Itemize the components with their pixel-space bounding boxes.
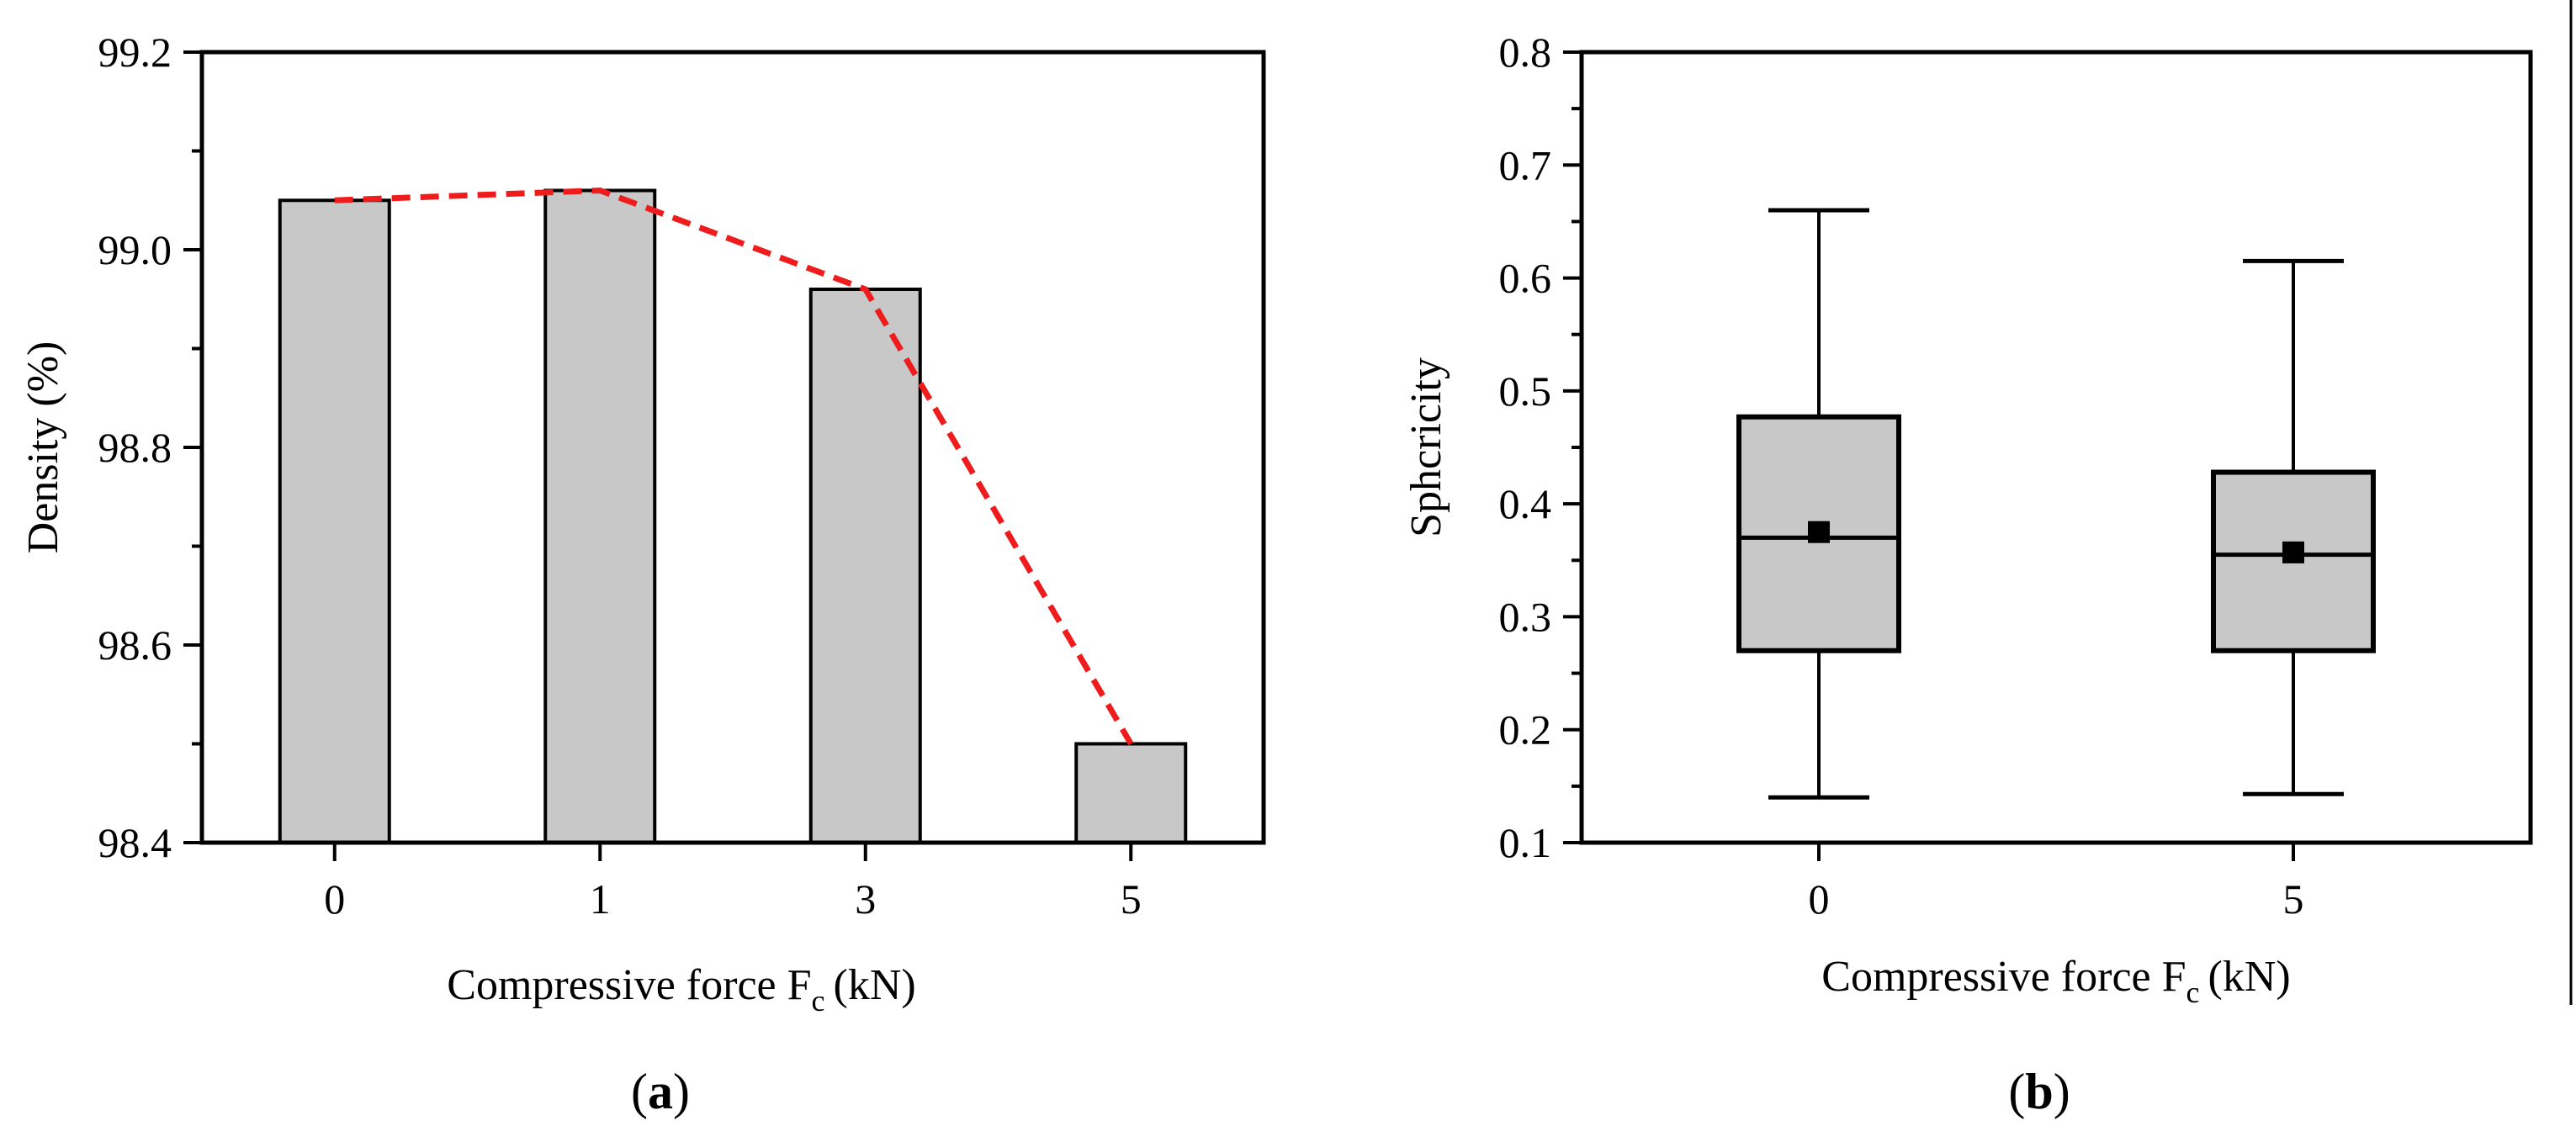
x-axis-label: Compressive force Fc (kN)	[1821, 953, 2290, 1009]
mean-marker	[2282, 541, 2304, 563]
y-tick-label: 0.2	[1499, 706, 1552, 753]
x-tick-label: 1	[590, 875, 611, 923]
y-tick-label: 0.6	[1499, 255, 1552, 302]
y-tick-label: 99.0	[98, 226, 172, 273]
y-tick-label: 98.6	[98, 621, 172, 669]
x-axis-label-unit: (kN)	[834, 961, 916, 1009]
y-axis-label: Density (%)	[19, 341, 67, 554]
x-axis-label-main: Compressive force F	[1821, 953, 2186, 1001]
panel-b-letter: b	[2025, 1064, 2053, 1119]
bar-1	[543, 188, 657, 844]
y-axis-ticks: 0.1 0.2 0.3 0.4 0.5 0.6 0.7 0.8	[1499, 29, 1582, 866]
y-tick-label: 98.8	[98, 424, 172, 471]
x-tick-label: 5	[2283, 875, 2304, 923]
bar-series	[278, 188, 1188, 844]
box-0	[1736, 208, 1901, 800]
y-tick-label: 0.5	[1499, 367, 1552, 415]
mean-marker	[1808, 521, 1830, 543]
panel-a-letter: a	[648, 1064, 673, 1119]
y-axis-ticks: 98.4 98.6 98.8 99.0 99.2	[98, 29, 202, 866]
x-axis-label: Compressive force Fc (kN)	[447, 961, 915, 1018]
x-tick-label: 5	[1121, 875, 1142, 923]
y-tick-label: 0.4	[1499, 480, 1552, 527]
panel-b-caption: (b)	[2008, 1064, 2070, 1119]
box-5	[2211, 258, 2376, 796]
bar-0	[278, 198, 391, 844]
density-trend-line	[334, 187, 1134, 746]
y-tick-label: 98.4	[98, 819, 172, 866]
plot-frame	[1579, 50, 2533, 845]
box-series	[1736, 208, 2376, 800]
y-axis-label: Sphcricity	[1402, 357, 1450, 537]
x-axis-label-subscript: c	[2186, 975, 2200, 1009]
x-axis-ticks: 0 1 3 5	[324, 843, 1142, 923]
density-bar-chart: 98.4 98.6 98.8 99.0 99.2 0 1 3 5 Density (%) Co…	[19, 29, 1266, 1119]
x-axis-label-unit: (kN)	[2208, 953, 2291, 1001]
x-tick-label: 0	[324, 875, 345, 923]
panel-a-caption: (a)	[631, 1064, 690, 1119]
x-axis-label-main: Compressive force F	[447, 961, 811, 1009]
x-tick-label: 3	[855, 875, 876, 923]
y-tick-label: 0.1	[1499, 819, 1552, 866]
bar-5	[1074, 742, 1188, 844]
y-tick-label: 0.7	[1499, 141, 1552, 188]
y-tick-label: 0.8	[1499, 29, 1552, 76]
x-axis-label-subscript: c	[812, 984, 825, 1018]
bar-3	[808, 288, 922, 844]
y-tick-label: 0.3	[1499, 593, 1552, 640]
x-tick-label: 0	[1809, 875, 1830, 923]
y-tick-label: 99.2	[98, 29, 172, 76]
